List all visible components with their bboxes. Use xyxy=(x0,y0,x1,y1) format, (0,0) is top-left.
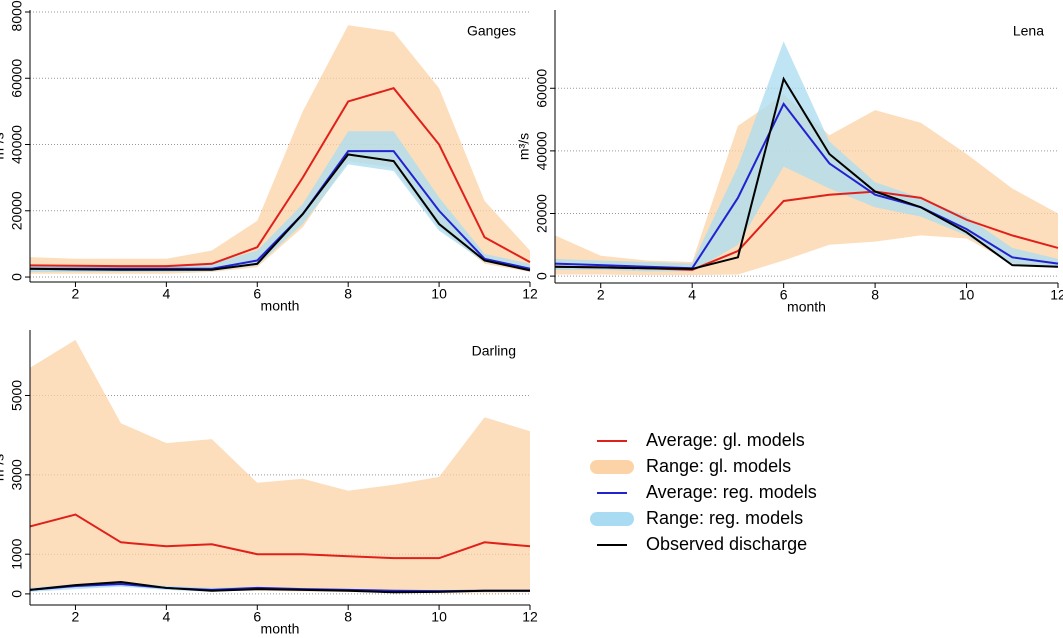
y-tick-label: 20000 xyxy=(9,191,25,230)
y-tick-label: 40000 xyxy=(9,125,25,164)
range-area xyxy=(555,94,1058,276)
legend-label: Observed discharge xyxy=(646,534,807,554)
x-axis-label: month xyxy=(261,298,300,314)
y-tick-label: 0 xyxy=(9,590,25,598)
line xyxy=(29,513,531,560)
y-tick-label: 1000 xyxy=(9,538,25,569)
y-axis-label: m³/s xyxy=(0,132,7,159)
x-tick-label: 8 xyxy=(344,286,352,302)
y-tick-label: 5000 xyxy=(9,380,25,411)
x-tick-label: 4 xyxy=(162,286,170,302)
y-tick-label: 80000 xyxy=(9,0,25,31)
y-tick-label: 3000 xyxy=(9,459,25,490)
y-tick-label: 40000 xyxy=(534,131,550,170)
panel: 0 1000 3000 5000 2 4 6 8 10 12 Darling month m³/s xyxy=(0,330,538,637)
panel-title: Darling xyxy=(472,343,516,359)
x-tick-label: 8 xyxy=(344,609,352,625)
x-tick-label: 2 xyxy=(72,609,80,625)
panel: 0 20000 40000 60000 2 4 6 8 10 12 Lena month m³/s xyxy=(516,10,1063,315)
x-tick-label: 6 xyxy=(253,286,261,302)
y-tick-label: 60000 xyxy=(9,59,25,98)
line xyxy=(29,153,531,272)
y-tick-label: 0 xyxy=(534,272,550,280)
x-axis-label: month xyxy=(787,299,826,315)
x-tick-label: 2 xyxy=(597,287,605,303)
panel-title: Ganges xyxy=(467,23,516,39)
x-tick-label: 6 xyxy=(253,609,261,625)
x-tick-label: 6 xyxy=(780,287,788,303)
x-axis-label: month xyxy=(261,621,300,637)
x-tick-label: 2 xyxy=(72,286,80,302)
y-tick-label: 60000 xyxy=(534,69,550,108)
x-tick-label: 12 xyxy=(522,609,538,625)
legend-label: Average: gl. models xyxy=(646,430,805,450)
x-tick-label: 10 xyxy=(431,286,447,302)
y-axis-label: m³/s xyxy=(0,454,7,481)
range-area xyxy=(30,339,530,594)
x-tick-label: 4 xyxy=(162,609,170,625)
x-tick-label: 8 xyxy=(871,287,879,303)
y-tick-label: 0 xyxy=(9,273,25,281)
panel-title: Lena xyxy=(1013,23,1044,39)
x-tick-label: 12 xyxy=(522,286,538,302)
x-tick-label: 10 xyxy=(431,609,447,625)
y-tick-label: 20000 xyxy=(534,194,550,233)
line xyxy=(554,102,1059,270)
x-tick-label: 10 xyxy=(959,287,975,303)
panel: 0 20000 40000 60000 80000 2 4 6 8 10 12 Ganges month… xyxy=(0,0,538,314)
line xyxy=(554,76,1059,270)
legend-label: Range: gl. models xyxy=(646,456,791,476)
line xyxy=(29,580,530,594)
range-area xyxy=(30,25,530,274)
legend-label: Range: reg. models xyxy=(646,508,803,528)
y-axis-label: m³/s xyxy=(516,133,532,160)
x-tick-label: 4 xyxy=(688,287,696,303)
x-tick-label: 12 xyxy=(1050,287,1063,303)
line xyxy=(29,87,531,268)
legend: Average: gl. models Range: gl. models Aver… xyxy=(590,430,817,554)
legend-label: Average: reg. models xyxy=(646,482,817,502)
